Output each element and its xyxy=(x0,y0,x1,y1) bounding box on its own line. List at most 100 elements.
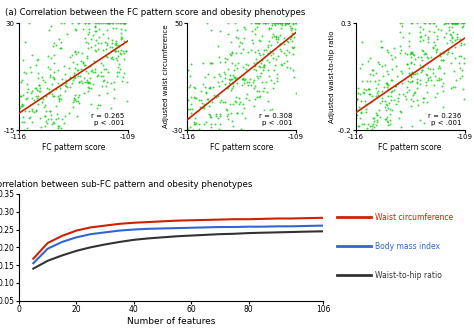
Point xyxy=(255,95,263,100)
Point xyxy=(18,80,25,85)
Point xyxy=(356,92,364,97)
Point xyxy=(261,62,268,67)
Point xyxy=(208,114,215,120)
Point xyxy=(240,101,247,107)
Point xyxy=(273,34,280,39)
Point xyxy=(51,131,59,136)
Point xyxy=(414,54,422,59)
Point xyxy=(41,113,49,119)
Point xyxy=(76,80,83,85)
Point xyxy=(214,79,222,85)
Point xyxy=(373,112,381,118)
Point xyxy=(55,123,62,128)
Point xyxy=(27,131,35,136)
Point xyxy=(356,105,363,110)
Point xyxy=(74,49,82,54)
Point xyxy=(398,23,406,28)
Point xyxy=(444,21,452,26)
Point xyxy=(426,21,434,26)
Point xyxy=(384,82,392,87)
Point xyxy=(252,31,259,36)
Point xyxy=(33,86,40,91)
Point xyxy=(216,113,224,119)
Point xyxy=(188,106,196,112)
Point xyxy=(436,65,444,70)
Point xyxy=(354,97,361,102)
Point xyxy=(78,80,86,86)
Point xyxy=(392,101,400,107)
Point xyxy=(264,42,272,47)
Point xyxy=(105,70,112,75)
Point xyxy=(232,95,239,100)
Point xyxy=(82,68,90,74)
Point xyxy=(240,80,248,86)
Point xyxy=(276,21,284,26)
Point xyxy=(83,77,91,83)
Point xyxy=(109,37,116,43)
Point xyxy=(62,80,70,86)
Point xyxy=(383,116,390,122)
Point xyxy=(236,101,243,107)
Point xyxy=(247,47,255,52)
Point xyxy=(451,21,459,26)
Point xyxy=(438,83,446,88)
Point xyxy=(288,30,295,35)
Point xyxy=(270,33,278,39)
Point xyxy=(233,111,240,116)
Point xyxy=(92,21,100,26)
Point xyxy=(416,34,423,39)
Point xyxy=(374,132,382,137)
Point xyxy=(356,65,364,71)
Point xyxy=(360,87,368,92)
Point xyxy=(87,36,94,41)
Point xyxy=(35,82,43,88)
Point xyxy=(361,98,368,104)
Point xyxy=(381,62,389,68)
Point xyxy=(383,108,390,113)
Point xyxy=(94,72,102,77)
Point xyxy=(32,94,40,99)
Point xyxy=(50,120,57,125)
Point xyxy=(34,75,42,80)
Point xyxy=(458,67,465,72)
Point xyxy=(108,41,116,46)
Point xyxy=(86,75,93,81)
Point xyxy=(356,132,364,137)
Point xyxy=(96,103,104,108)
Point xyxy=(195,131,203,137)
Point xyxy=(88,68,96,73)
Point xyxy=(206,129,213,134)
Point xyxy=(364,58,372,64)
Point xyxy=(82,21,89,26)
Point xyxy=(121,21,128,26)
Point xyxy=(269,86,277,91)
Point xyxy=(449,29,456,35)
Point xyxy=(397,124,404,130)
Point xyxy=(23,131,30,136)
Point xyxy=(96,21,103,26)
Point xyxy=(117,36,125,42)
Point xyxy=(68,52,76,58)
Point xyxy=(278,21,286,26)
Point xyxy=(365,132,372,137)
Point xyxy=(231,75,238,80)
Point xyxy=(83,53,91,59)
Point xyxy=(98,121,106,126)
Point xyxy=(366,124,374,129)
Point xyxy=(432,49,439,55)
Point xyxy=(448,21,456,26)
Point xyxy=(102,84,110,89)
Point xyxy=(113,55,120,60)
Point xyxy=(19,131,27,136)
Point xyxy=(84,31,91,36)
Point xyxy=(75,79,83,85)
Point xyxy=(79,60,87,65)
Point xyxy=(225,80,233,85)
Point xyxy=(92,48,100,54)
Point xyxy=(288,38,296,43)
Point xyxy=(284,21,292,26)
Point xyxy=(87,44,95,49)
Point xyxy=(451,21,458,26)
Point xyxy=(292,21,300,26)
Point xyxy=(119,74,127,79)
